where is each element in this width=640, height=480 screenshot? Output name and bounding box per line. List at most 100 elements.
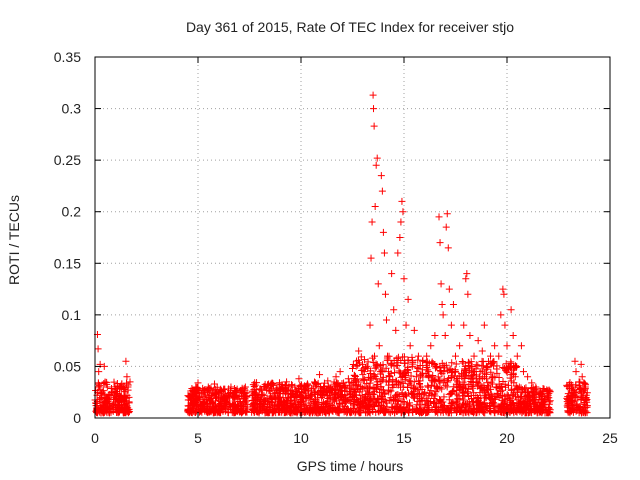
data-point	[112, 403, 120, 411]
data-point	[308, 404, 316, 412]
data-point	[416, 362, 424, 370]
data-point	[571, 357, 579, 365]
data-point	[491, 342, 499, 350]
data-point	[522, 388, 530, 396]
data-point	[217, 387, 225, 395]
data-point	[385, 378, 393, 386]
data-point	[452, 360, 460, 368]
data-point	[289, 400, 297, 408]
data-point	[402, 321, 410, 329]
data-point	[470, 389, 478, 397]
data-point	[366, 374, 374, 382]
data-point	[498, 408, 506, 416]
data-point	[437, 280, 445, 288]
data-point	[213, 393, 221, 401]
data-point	[460, 321, 468, 329]
data-point	[401, 407, 409, 415]
data-point	[254, 395, 262, 403]
data-point	[358, 402, 366, 410]
data-point	[348, 379, 356, 387]
data-point	[222, 399, 230, 407]
data-point	[296, 400, 304, 408]
data-point	[373, 378, 381, 386]
data-point	[569, 408, 577, 416]
data-point	[266, 387, 274, 395]
data-point	[409, 393, 417, 401]
data-point	[397, 218, 405, 226]
data-point	[210, 406, 218, 414]
data-point	[359, 360, 367, 368]
data-point	[423, 352, 431, 360]
data-point	[443, 377, 451, 385]
data-point	[338, 391, 346, 399]
data-point	[565, 402, 573, 410]
data-point	[393, 377, 401, 385]
data-point	[476, 368, 484, 376]
data-point	[410, 378, 418, 386]
data-point	[208, 389, 216, 397]
data-point	[371, 203, 379, 211]
data-point	[219, 395, 227, 403]
data-point	[324, 407, 332, 415]
data-point	[528, 379, 536, 387]
data-point	[349, 364, 356, 372]
data-point	[447, 390, 455, 398]
data-point	[372, 384, 380, 392]
data-point	[305, 393, 313, 401]
data-point	[227, 383, 235, 391]
data-point	[100, 362, 108, 370]
data-point	[186, 402, 194, 410]
data-point	[484, 386, 492, 394]
data-point	[287, 409, 295, 417]
data-point	[579, 408, 587, 416]
data-point	[507, 377, 515, 385]
data-point	[401, 374, 409, 382]
data-point	[478, 347, 486, 355]
data-point	[267, 381, 275, 389]
data-point	[401, 359, 409, 367]
data-point	[299, 385, 307, 393]
data-point	[378, 187, 386, 195]
data-point	[382, 316, 390, 324]
data-point	[366, 409, 374, 417]
data-point	[410, 326, 418, 334]
data-point	[237, 405, 245, 413]
data-point	[444, 367, 452, 375]
data-point	[524, 409, 532, 417]
data-point	[307, 387, 315, 395]
data-point	[367, 375, 375, 383]
data-point	[215, 402, 223, 410]
data-point	[518, 387, 526, 395]
data-point	[543, 392, 551, 400]
data-point	[212, 397, 220, 405]
data-point	[489, 380, 497, 388]
data-point	[512, 364, 520, 371]
data-point	[367, 254, 375, 262]
data-point	[113, 382, 121, 390]
data-point	[380, 249, 388, 257]
data-point	[126, 378, 134, 386]
data-point	[503, 342, 511, 350]
data-point	[417, 371, 425, 379]
data-point	[339, 405, 347, 413]
data-point	[121, 388, 129, 396]
data-point	[349, 360, 357, 368]
data-point	[414, 352, 422, 360]
x-tick-label: 15	[396, 430, 412, 446]
data-point	[313, 389, 321, 397]
data-point	[94, 345, 102, 353]
data-point	[469, 378, 477, 386]
data-point	[432, 407, 440, 415]
data-point	[329, 407, 337, 415]
grid-lines	[95, 57, 610, 418]
data-point	[505, 362, 513, 370]
data-point	[443, 210, 451, 218]
data-point	[192, 407, 200, 415]
data-point	[366, 397, 374, 405]
data-point	[524, 373, 532, 381]
data-point	[255, 391, 263, 399]
data-point	[423, 397, 431, 405]
data-point	[540, 385, 548, 393]
data-point	[327, 385, 335, 393]
data-point	[374, 280, 382, 288]
